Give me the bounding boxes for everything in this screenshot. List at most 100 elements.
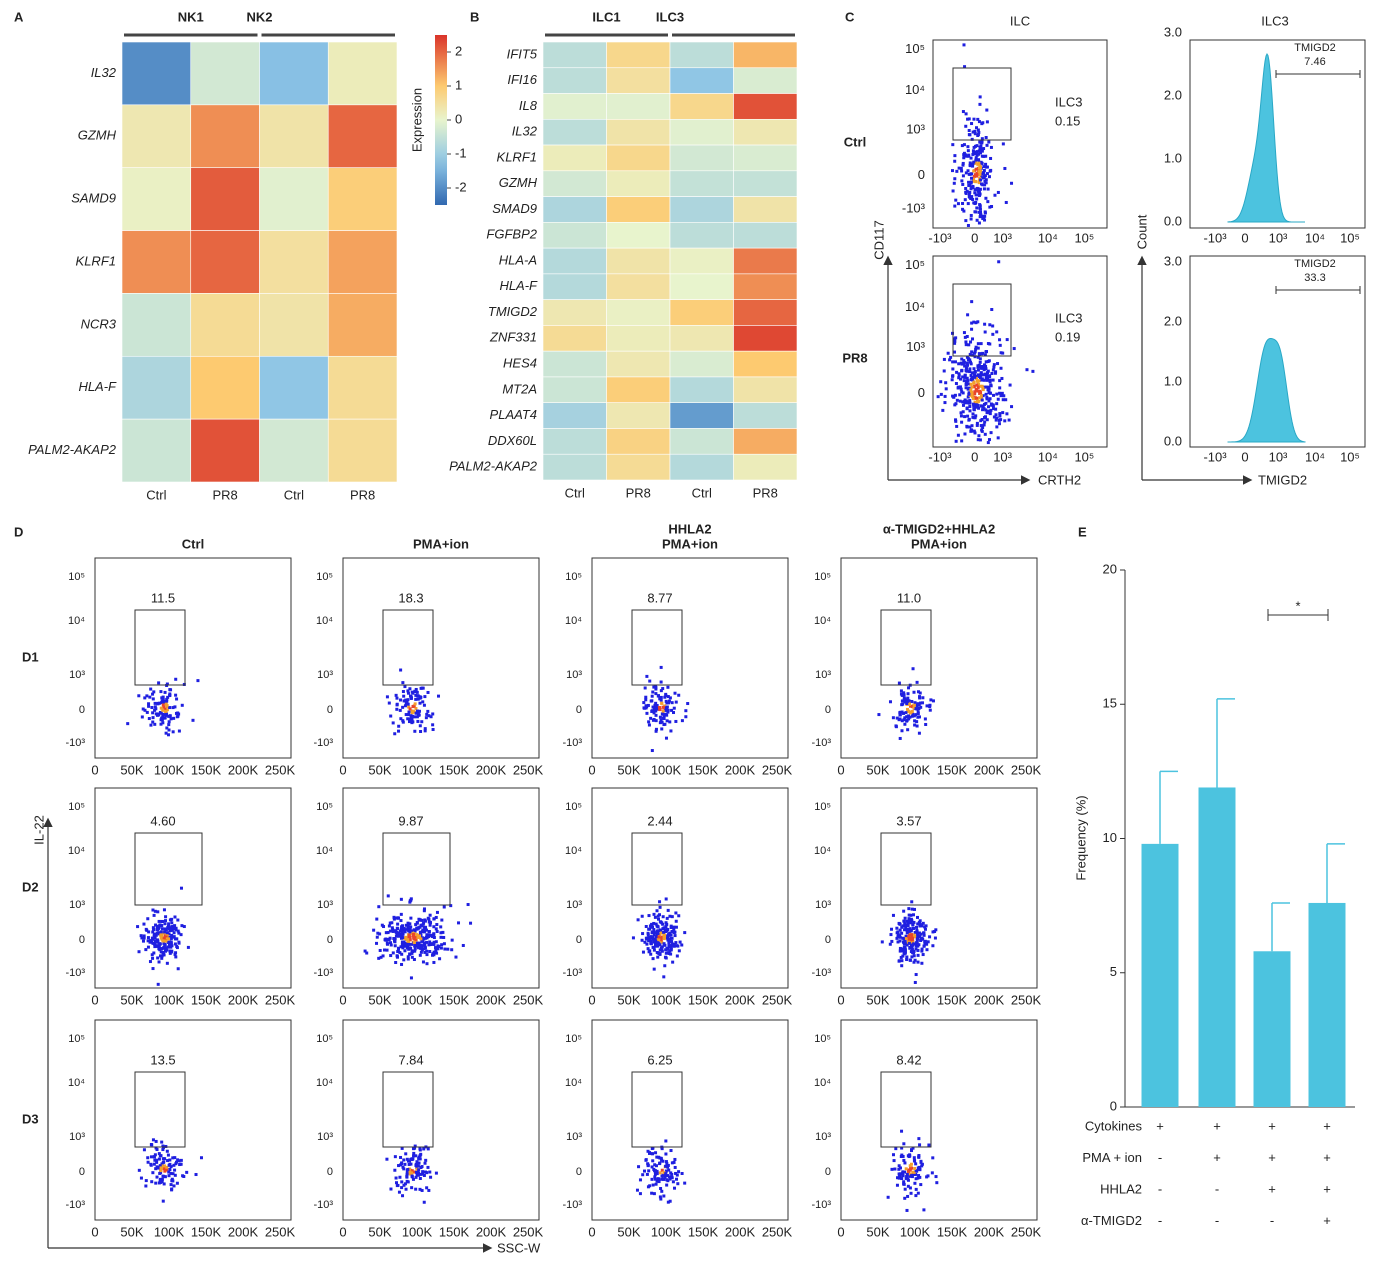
event-dot [979, 373, 983, 377]
event-dot [650, 1165, 654, 1169]
event-dot [159, 930, 163, 934]
event-dot [409, 925, 413, 929]
event-dot [966, 363, 970, 367]
event-dot [648, 924, 652, 928]
event-dot [664, 921, 668, 925]
event-dot [965, 406, 969, 410]
x-tick-label: 150K [439, 1224, 470, 1239]
event-dot [167, 937, 171, 941]
event-dot [149, 687, 153, 691]
event-dot [151, 937, 155, 941]
event-dot [423, 928, 427, 932]
heatmap-cell [669, 118, 734, 146]
event-dot [163, 930, 167, 934]
event-dot [912, 920, 916, 924]
x-tick-label: 10⁵ [1074, 230, 1094, 245]
event-dot [906, 696, 910, 700]
event-dot [980, 398, 984, 402]
event-dot [985, 108, 989, 112]
axis-title: CRTH2 [1038, 472, 1081, 487]
event-dot [399, 1155, 403, 1159]
event-dot [412, 957, 416, 961]
event-dot [431, 728, 435, 732]
event-dot [951, 374, 955, 378]
event-dot [664, 924, 668, 928]
event-dot [403, 1162, 407, 1166]
event-dot [174, 1162, 178, 1166]
event-dot [418, 695, 422, 699]
event-dot [409, 916, 413, 920]
event-dot [157, 919, 161, 923]
event-dot [904, 1176, 908, 1180]
event-dot [162, 705, 166, 709]
event-dot [969, 164, 973, 168]
heatmap-cell [190, 418, 260, 483]
event-dot [662, 942, 666, 946]
event-dot [435, 910, 439, 914]
event-dot [661, 935, 665, 939]
event-dot [388, 936, 392, 940]
event-dot [387, 924, 391, 928]
event-dot [977, 181, 981, 185]
gate-name: ILC3 [1055, 310, 1082, 325]
event-dot [393, 939, 397, 943]
heatmap-cell [327, 355, 398, 420]
event-dot [980, 149, 984, 153]
event-dot [899, 692, 903, 696]
condition-mark: + [1213, 1118, 1221, 1133]
event-dot [964, 112, 968, 116]
event-dot [419, 923, 423, 927]
event-dot [985, 377, 989, 381]
event-dot [897, 1164, 901, 1168]
event-dot [399, 668, 403, 672]
x-tick-label: 150K [439, 762, 470, 777]
heatmap-cell [542, 299, 607, 326]
flow-plot-frame [932, 39, 1108, 229]
event-dot [680, 719, 684, 723]
event-dot [931, 1156, 935, 1160]
event-dot [973, 370, 977, 374]
event-dot [654, 692, 658, 696]
flow-plot-frame [840, 787, 1038, 989]
event-dot [979, 396, 983, 400]
event-dot [978, 438, 982, 442]
event-dot [972, 404, 976, 408]
event-dot [164, 919, 168, 923]
event-dot [423, 919, 427, 923]
event-dot [965, 189, 969, 193]
x-tick-label: 150K [937, 992, 968, 1007]
event-dot [901, 954, 905, 958]
event-dot [965, 361, 969, 365]
event-dot [972, 174, 976, 178]
event-dot [968, 367, 972, 371]
event-dot [647, 1169, 651, 1173]
y-tick-label: 10³ [69, 1131, 85, 1143]
event-dot [661, 709, 665, 713]
event-dot [903, 1196, 907, 1200]
condition-mark: + [1323, 1181, 1331, 1196]
column-title: Ctrl [182, 536, 204, 551]
event-dot [663, 722, 667, 726]
event-dot [173, 1168, 177, 1172]
y-tick-label: 10³ [566, 669, 582, 681]
event-dot [981, 351, 985, 355]
event-dot [387, 701, 391, 705]
event-dot [915, 937, 919, 941]
event-dot [953, 337, 957, 341]
event-dot [385, 941, 389, 945]
event-dot [664, 699, 668, 703]
event-dot [644, 924, 648, 928]
column-label: PR8 [212, 487, 237, 502]
x-tick-label: 10⁵ [1340, 449, 1360, 464]
event-dot [966, 202, 970, 206]
event-dot [652, 937, 656, 941]
x-tick-label: -10³ [928, 230, 952, 245]
event-dot [664, 1172, 668, 1176]
gate [631, 832, 683, 906]
y-tick-label: -10³ [562, 967, 582, 979]
event-dot [965, 355, 969, 359]
event-dot [420, 720, 424, 724]
event-dot [151, 941, 155, 945]
event-dot [1031, 369, 1035, 373]
event-dot [987, 405, 991, 409]
